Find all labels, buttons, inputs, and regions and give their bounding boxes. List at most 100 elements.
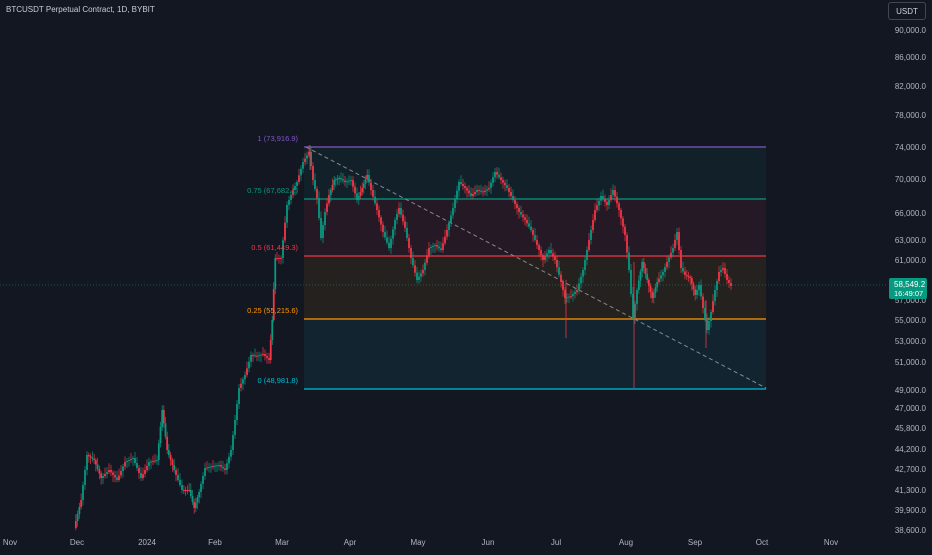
candle-body bbox=[714, 290, 716, 301]
candle-body bbox=[372, 190, 374, 197]
candle-body bbox=[240, 383, 242, 388]
candle-body bbox=[184, 490, 187, 491]
candle-body bbox=[404, 221, 406, 228]
candle-body bbox=[161, 410, 164, 427]
time-tick-label: Aug bbox=[619, 538, 633, 547]
candle-body bbox=[416, 272, 418, 280]
candle-body bbox=[89, 456, 92, 458]
candle-body bbox=[314, 180, 316, 189]
candle-body bbox=[637, 280, 640, 290]
candle-body bbox=[167, 450, 170, 455]
candle-body bbox=[482, 191, 484, 193]
candle-body bbox=[84, 470, 86, 485]
candle-body bbox=[304, 158, 306, 162]
price-tick-label: 39,900.0 bbox=[895, 506, 927, 515]
price-tick-label: 70,000.0 bbox=[895, 175, 927, 184]
candle-body bbox=[468, 190, 470, 194]
candle-body bbox=[594, 210, 596, 220]
candle-body bbox=[386, 237, 388, 243]
candle-body bbox=[684, 271, 686, 275]
candle-body bbox=[116, 477, 118, 480]
time-tick-label: Sep bbox=[688, 538, 703, 547]
candle-body bbox=[322, 225, 324, 238]
candle-body bbox=[290, 195, 292, 200]
candle-body bbox=[490, 182, 492, 188]
candle-body bbox=[108, 470, 110, 472]
candle-body bbox=[422, 270, 424, 274]
candle-body bbox=[412, 258, 414, 266]
candle-body bbox=[260, 354, 262, 356]
candle-body bbox=[78, 507, 81, 514]
candle-body bbox=[568, 296, 570, 298]
candle-body bbox=[329, 190, 332, 195]
candle-body bbox=[704, 308, 706, 319]
candle-body bbox=[614, 190, 616, 197]
candle-body bbox=[396, 214, 398, 220]
candle-body bbox=[208, 467, 210, 468]
candle-body bbox=[228, 456, 230, 464]
candle-body bbox=[336, 178, 339, 180]
time-axis: Nov Dec 2024 Feb Mar Apr May Jun Jul Aug Sep Oct Nov bbox=[3, 538, 838, 547]
candle-body bbox=[644, 268, 647, 274]
candle-body bbox=[232, 435, 234, 450]
currency-button[interactable]: USDT bbox=[888, 2, 926, 20]
candle-body bbox=[536, 240, 538, 245]
candle-body bbox=[146, 466, 148, 470]
candle-body bbox=[374, 196, 376, 204]
candle-body bbox=[462, 184, 464, 186]
candle-body bbox=[724, 268, 726, 274]
trend-line[interactable] bbox=[305, 146, 767, 389]
candle-body bbox=[392, 229, 394, 239]
candle-body bbox=[528, 223, 530, 227]
candle-body bbox=[144, 470, 146, 474]
candle-body bbox=[142, 474, 144, 478]
candle-body bbox=[654, 287, 657, 293]
candle-body bbox=[672, 248, 674, 253]
candle-body bbox=[370, 182, 372, 190]
fib-zone bbox=[304, 319, 766, 389]
candle-body bbox=[194, 502, 197, 508]
candle-body bbox=[432, 246, 434, 247]
candle-body bbox=[578, 283, 580, 290]
candle-body bbox=[518, 208, 520, 212]
candle-body bbox=[687, 276, 690, 277]
candle-body bbox=[246, 368, 248, 375]
candle-body bbox=[382, 224, 384, 232]
candle-body bbox=[722, 268, 724, 270]
candle-body bbox=[544, 256, 546, 260]
candle-body bbox=[602, 196, 604, 199]
candle-body bbox=[256, 355, 258, 357]
candle-body bbox=[502, 180, 504, 183]
candle-body bbox=[418, 276, 420, 280]
candle-body bbox=[80, 500, 83, 507]
candle-body bbox=[600, 196, 602, 201]
candle-body bbox=[169, 455, 172, 460]
candle-body bbox=[186, 490, 189, 491]
candle-body bbox=[572, 294, 574, 296]
candle-body bbox=[82, 485, 84, 500]
candle-body bbox=[720, 270, 722, 272]
candle-body bbox=[436, 245, 438, 247]
price-tick-label: 66,000.0 bbox=[895, 209, 927, 218]
candle-body bbox=[171, 460, 174, 465]
candle-body bbox=[718, 272, 720, 281]
candle-body bbox=[238, 388, 240, 404]
symbol-title: BTCUSDT Perpetual Contract, 1D, BYBIT bbox=[6, 5, 155, 14]
candle-body bbox=[566, 297, 568, 299]
candle-body bbox=[179, 480, 181, 485]
candle-body bbox=[426, 255, 428, 263]
candle-body bbox=[196, 497, 199, 503]
candle-body bbox=[680, 250, 682, 268]
candle-body bbox=[634, 304, 636, 318]
fib-level-label: 1 (73,916.9) bbox=[258, 134, 299, 143]
price-tick-label: 86,000.0 bbox=[895, 53, 927, 62]
candle-body bbox=[266, 356, 268, 358]
candle-body bbox=[652, 292, 655, 298]
candle-body bbox=[666, 262, 668, 267]
time-tick-label: Nov bbox=[824, 538, 838, 547]
candle-body bbox=[458, 182, 460, 191]
candle-body bbox=[333, 180, 336, 185]
candle-body bbox=[584, 260, 586, 270]
